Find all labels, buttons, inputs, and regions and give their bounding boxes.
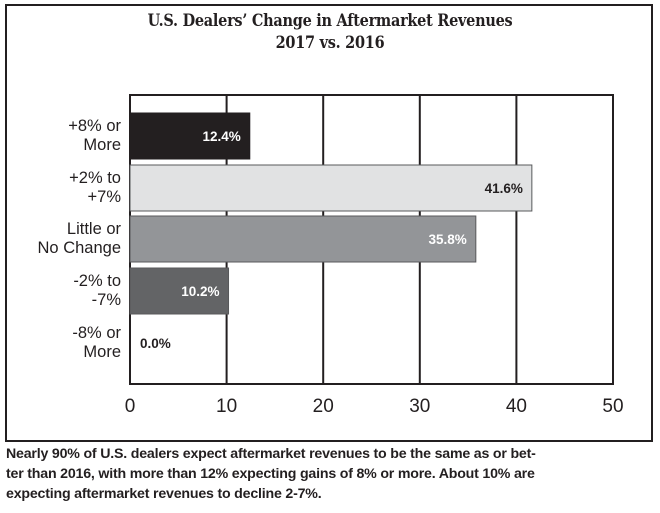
- bars: [129, 112, 533, 315]
- bar: [129, 267, 230, 315]
- bar: [129, 215, 477, 263]
- bar-value-label: 0.0%: [140, 336, 171, 351]
- category-label: -7%: [92, 291, 122, 309]
- x-axis: 0 10 20 30 40 50: [125, 396, 624, 417]
- x-tick-label: 10: [216, 396, 237, 417]
- chart-caption: Nearly 90% of U.S. dealers expect afterm…: [6, 444, 656, 504]
- x-tick-label: 30: [409, 396, 430, 417]
- category-label: More: [83, 136, 121, 154]
- category-label: +8% or: [68, 117, 121, 135]
- category-label: Little or: [67, 220, 122, 238]
- bar: [129, 112, 251, 160]
- bar: [129, 164, 533, 212]
- category-label: More: [83, 343, 121, 361]
- x-tick-label: 20: [313, 396, 334, 417]
- caption-line: Nearly 90% of U.S. dealers expect afterm…: [6, 446, 536, 462]
- bar-value-label: 10.2%: [181, 284, 219, 299]
- x-tick-label: 40: [506, 396, 527, 417]
- category-label: -2% to: [73, 272, 121, 290]
- bar-value-label: 12.4%: [203, 129, 241, 144]
- category-label: No Change: [38, 239, 121, 257]
- bar-value-label: 35.8%: [429, 232, 467, 247]
- caption-line: ter than 2016, with more than 12% expect…: [6, 466, 535, 482]
- x-tick-label: 50: [602, 396, 623, 417]
- bar-value-label: 41.6%: [485, 181, 523, 196]
- category-label: +7%: [88, 188, 122, 206]
- chart-subtitle: 2017 vs. 2016: [275, 33, 385, 53]
- caption-line: expecting aftermarket revenues to declin…: [6, 486, 322, 502]
- category-label: -8% or: [72, 324, 121, 342]
- chart-title-block: U.S. Dealers’ Change in Aftermarket Reve…: [50, 10, 611, 54]
- x-tick-label: 0: [125, 396, 136, 417]
- value-labels: 12.4% 41.6% 35.8% 10.2% 0.0%: [140, 129, 523, 351]
- chart-title: U.S. Dealers’ Change in Aftermarket Reve…: [147, 11, 513, 31]
- category-label: +2% to: [69, 169, 121, 187]
